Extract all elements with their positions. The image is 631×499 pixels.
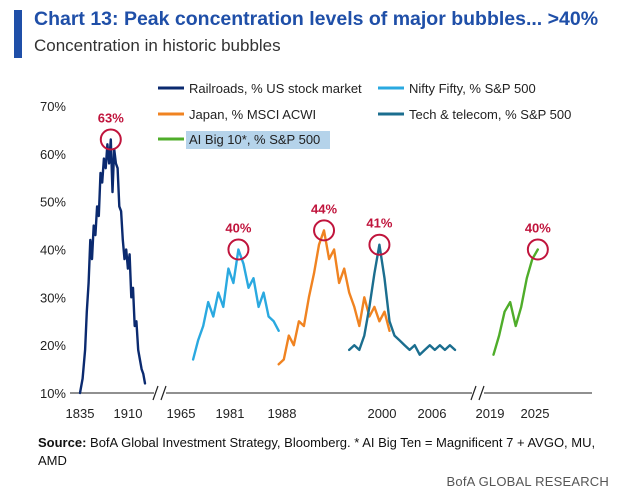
- series-line-0: [78, 138, 147, 395]
- y-tick-label: 70%: [40, 99, 66, 114]
- title-accent-bar: [14, 10, 22, 58]
- legend-highlight: [186, 131, 330, 149]
- legend-label: Tech & telecom, % S&P 500: [409, 107, 571, 122]
- y-tick-label: 30%: [40, 290, 66, 305]
- legend-label: Nifty Fifty, % S&P 500: [409, 81, 536, 96]
- legend-label: Japan, % MSCI ACWI: [189, 107, 316, 122]
- series-line-3: [348, 243, 457, 356]
- axis-break-slash-b-1: [478, 385, 485, 401]
- peak-data-label: 40%: [225, 221, 251, 236]
- peak-marker-circle: [526, 238, 549, 261]
- legend-label: Railroads, % US stock market: [189, 81, 362, 96]
- peak-marker-circle: [99, 128, 122, 151]
- series-line-1: [191, 248, 280, 361]
- y-tick-label: 20%: [40, 338, 66, 353]
- x-tick-label: 1835: [66, 406, 95, 421]
- brand-footer: BofA GLOBAL RESEARCH: [446, 474, 609, 489]
- y-tick-label: 10%: [40, 386, 66, 401]
- peak-marker-circle: [227, 238, 250, 261]
- x-tick-label: 1988: [268, 406, 297, 421]
- y-tick-label: 40%: [40, 243, 66, 258]
- peak-marker-circle: [313, 219, 336, 242]
- peak-marker-circle: [368, 233, 391, 256]
- x-tick-label: 2000: [368, 406, 397, 421]
- peak-data-label: 41%: [366, 216, 392, 231]
- chart-subtitle: Concentration in historic bubbles: [34, 36, 281, 55]
- chart-title: Chart 13: Peak concentration levels of m…: [34, 8, 599, 30]
- x-tick-label: 1965: [167, 406, 196, 421]
- source-label: Source:: [38, 435, 87, 450]
- source-note: Source: BofA Global Investment Strategy,…: [38, 434, 598, 470]
- axis-break-slash-a-1: [470, 385, 477, 401]
- x-tick-label: 2025: [521, 406, 550, 421]
- series-line-2: [277, 229, 391, 366]
- x-tick-label: 1910: [114, 406, 143, 421]
- y-tick-label: 50%: [40, 195, 66, 210]
- peak-data-label: 63%: [98, 110, 124, 125]
- y-tick-label: 60%: [40, 147, 66, 162]
- x-tick-label: 1981: [216, 406, 245, 421]
- source-text: BofA Global Investment Strategy, Bloombe…: [38, 435, 596, 468]
- axis-break-slash-b-0: [160, 385, 167, 401]
- peak-data-label: 40%: [525, 221, 551, 236]
- series-line-4: [492, 248, 539, 356]
- axis-break-slash-a-0: [152, 385, 159, 401]
- legend-label: AI Big 10*, % S&P 500: [189, 132, 320, 147]
- x-tick-label: 2006: [418, 406, 447, 421]
- x-tick-label: 2019: [476, 406, 505, 421]
- peak-data-label: 44%: [311, 201, 337, 216]
